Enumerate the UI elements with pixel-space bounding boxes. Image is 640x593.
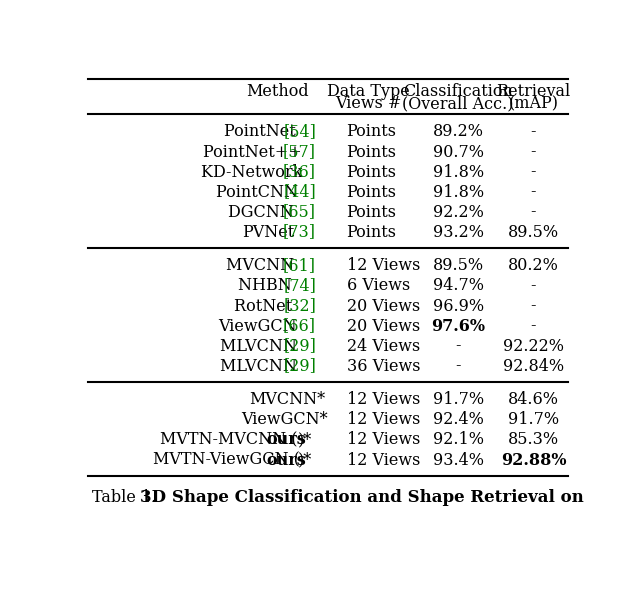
Text: 89.5%: 89.5% [433,257,484,275]
Text: 12 Views: 12 Views [347,451,420,468]
Text: 91.8%: 91.8% [433,164,484,180]
Text: 36 Views: 36 Views [347,358,420,375]
Text: 12 Views: 12 Views [347,257,420,275]
Text: MVCNN*: MVCNN* [250,391,326,409]
Text: ViewGCN: ViewGCN [218,317,302,334]
Text: RotNet: RotNet [234,298,298,314]
Text: KD-Network: KD-Network [200,164,307,180]
Text: 96.9%: 96.9% [433,298,484,314]
Text: 12 Views: 12 Views [347,391,420,409]
Text: 12 Views: 12 Views [347,432,420,448]
Text: Points: Points [347,164,397,180]
Text: 24 Views: 24 Views [347,337,420,355]
Text: 92.1%: 92.1% [433,432,484,448]
Text: (mAP): (mAP) [508,95,558,112]
Text: 20 Views: 20 Views [347,298,420,314]
Text: -: - [531,203,536,221]
Text: 97.6%: 97.6% [431,317,485,334]
Text: (Overall Acc.): (Overall Acc.) [403,95,514,112]
Text: PointNet++: PointNet++ [202,144,307,161]
Text: 89.5%: 89.5% [508,224,559,241]
Text: 91.7%: 91.7% [508,412,559,429]
Text: MVCNN: MVCNN [227,257,300,275]
Text: Method: Method [246,82,308,100]
Text: Views #: Views # [335,95,401,112]
Text: [66]: [66] [283,317,316,334]
Text: )*: )* [298,432,312,448]
Text: [61]: [61] [283,257,316,275]
Text: Points: Points [347,224,397,241]
Text: [74]: [74] [283,278,316,295]
Text: Classification: Classification [403,82,513,100]
Text: Points: Points [347,123,397,141]
Text: 3D Shape Classification and Shape Retrieval on: 3D Shape Classification and Shape Retrie… [140,489,584,506]
Text: MVTN-MVCNN (: MVTN-MVCNN ( [160,432,298,448]
Text: 12 Views: 12 Views [347,412,420,429]
Text: 93.2%: 93.2% [433,224,484,241]
Text: 84.6%: 84.6% [508,391,559,409]
Text: 6 Views: 6 Views [347,278,410,295]
Text: DGCNN: DGCNN [228,203,299,221]
Text: -: - [531,123,536,141]
Text: ours: ours [267,451,307,468]
Text: 80.2%: 80.2% [508,257,559,275]
Text: ViewGCN*: ViewGCN* [241,412,328,429]
Text: MLVCNN: MLVCNN [220,337,301,355]
Text: [54]: [54] [283,123,316,141]
Text: [29]: [29] [283,337,316,355]
Text: Data Type: Data Type [327,82,410,100]
Text: 85.3%: 85.3% [508,432,559,448]
Text: 92.4%: 92.4% [433,412,484,429]
Text: -: - [456,358,461,375]
Text: 91.7%: 91.7% [433,391,484,409]
Text: [29]: [29] [283,358,316,375]
Text: Points: Points [347,184,397,200]
Text: -: - [531,144,536,161]
Text: PointNet: PointNet [223,123,300,141]
Text: 90.7%: 90.7% [433,144,484,161]
Text: Table 1.: Table 1. [92,489,166,506]
Text: [57]: [57] [283,144,316,161]
Text: -: - [456,337,461,355]
Text: 92.2%: 92.2% [433,203,484,221]
Text: -: - [531,317,536,334]
Text: 92.84%: 92.84% [503,358,564,375]
Text: 91.8%: 91.8% [433,184,484,200]
Text: 89.2%: 89.2% [433,123,484,141]
Text: Points: Points [347,144,397,161]
Text: [36]: [36] [283,164,316,180]
Text: )*: )* [298,451,312,468]
Text: ours: ours [267,432,307,448]
Text: -: - [531,184,536,200]
Text: PointCNN: PointCNN [216,184,303,200]
Text: PVNet: PVNet [243,224,295,241]
Text: [44]: [44] [284,184,316,200]
Text: Retrieval: Retrieval [496,82,570,100]
Text: 20 Views: 20 Views [347,317,420,334]
Text: MVTN-ViewGCN (: MVTN-ViewGCN ( [153,451,300,468]
Text: [73]: [73] [283,224,316,241]
Text: MLVCNN: MLVCNN [220,358,301,375]
Text: 92.22%: 92.22% [503,337,564,355]
Text: -: - [531,278,536,295]
Text: [65]: [65] [283,203,316,221]
Text: -: - [531,298,536,314]
Text: NHBN: NHBN [237,278,296,295]
Text: 92.88%: 92.88% [500,451,566,468]
Text: 93.4%: 93.4% [433,451,484,468]
Text: Points: Points [347,203,397,221]
Text: 94.7%: 94.7% [433,278,484,295]
Text: -: - [531,164,536,180]
Text: [32]: [32] [283,298,316,314]
